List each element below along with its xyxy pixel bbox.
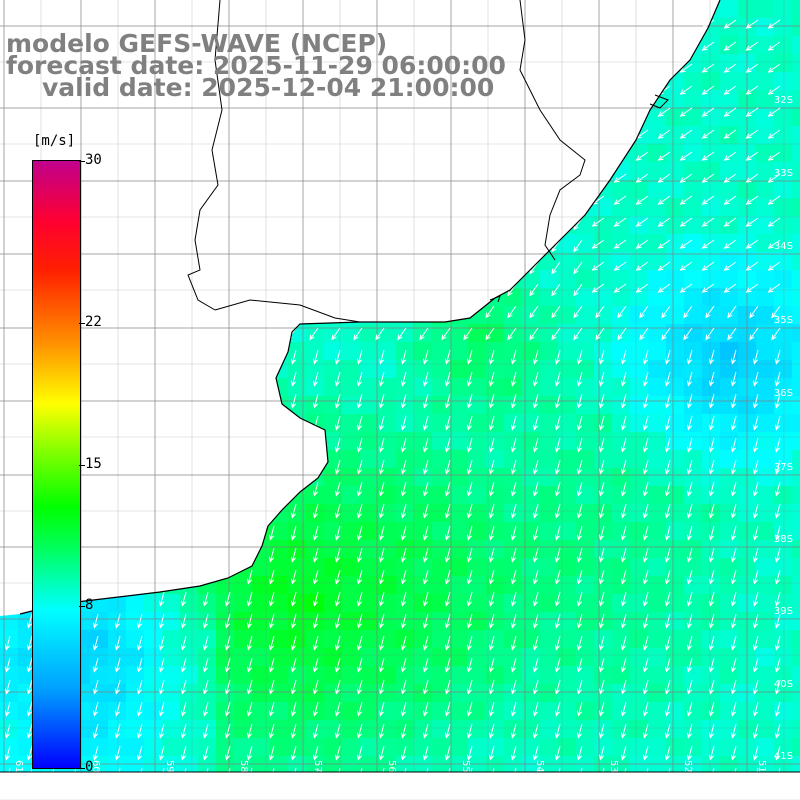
lon-label: 56W [386,760,397,783]
colorbar-tick-0: 0 [85,759,94,775]
lon-label: 59W [164,760,175,783]
wind-arrows [4,19,781,772]
lat-label: 32S [774,95,793,106]
colorbar-tick-mark [79,768,85,769]
colorbar [32,160,81,769]
land-area [0,0,720,616]
lon-label: 55W [460,760,471,783]
lon-label: 51W [756,760,767,783]
lon-label: 54W [534,760,545,783]
lon-label: 53W [608,760,619,783]
title-model: modelo GEFS-WAVE (NCEP) [6,29,388,58]
lon-label: 58W [238,760,249,783]
lon-label: 60W [90,760,101,783]
lon-label: 61W [13,760,24,783]
colorbar-tick-mark [79,464,85,466]
lat-label: 40S [774,679,793,690]
lat-label: 36S [774,388,793,399]
colorbar-tick-30: 30 [85,152,102,168]
land-mask [0,0,720,616]
lat-label: 34S [774,241,793,252]
colorbar-tick-mark [79,606,85,608]
title-forecast-date: forecast date: 2025-11-29 06:00:00 [6,51,506,80]
lat-label: 41S [774,751,793,762]
colorbar-tick-15: 15 [85,455,102,472]
coastline [19,0,721,615]
lon-label: 57W [312,760,323,783]
lat-label: 35S [774,315,793,326]
colorbar-tick-8: 8 [85,597,94,614]
coast-line [19,0,721,615]
colorbar-tick-mark [79,161,85,162]
title-valid-date: valid date: 2025-12-04 21:00:00 [42,73,495,102]
longitude-labels: 61W 60W 59W 58W 57W 56W 55W 54W 53W 52W 51W [13,760,767,783]
colorbar-tick-22: 22 [85,313,102,330]
latitude-labels: 32S 33S 34S 35S 36S 37S 38S 39S 40S 41S [774,95,793,762]
lat-label: 38S [774,534,793,545]
colorbar-units: [m/s] [33,133,76,149]
lat-label: 33S [774,168,793,179]
lat-label: 37S [774,462,793,473]
lat-label: 39S [774,606,793,617]
lon-label: 52W [682,760,693,783]
colorbar-tick-mark [79,322,85,324]
